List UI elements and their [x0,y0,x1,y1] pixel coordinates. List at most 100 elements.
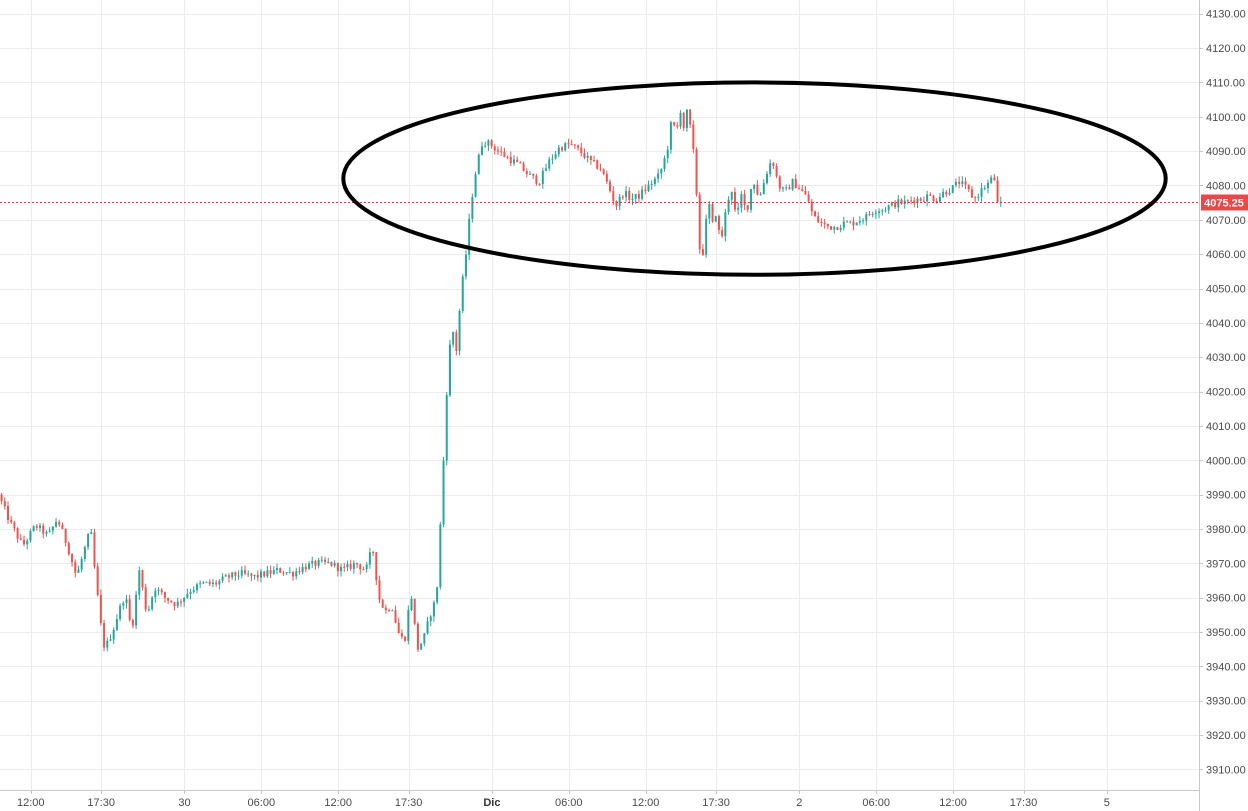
candle-body [266,570,269,577]
candle [577,144,580,151]
candle [215,580,218,587]
candle-body [823,223,826,225]
y-tick-label: 4020.00 [1206,387,1246,399]
candle-body [714,216,717,222]
candle-body [772,163,775,166]
candle-body [103,622,106,648]
candle [298,566,301,575]
candle-body [13,522,16,529]
candle [727,196,730,215]
candle-body [890,202,893,206]
candle [871,211,874,218]
candle-body [791,178,794,190]
candle [679,110,682,129]
candle-body [855,222,858,226]
candle-body [375,552,378,581]
candle-body [90,532,93,535]
candle [628,187,631,203]
y-tick-label: 4080.00 [1206,180,1246,192]
candle-body [756,184,759,195]
candle-body [868,214,871,216]
candle [906,199,909,205]
candle-body [202,582,205,584]
candle [605,170,608,184]
candle-body [980,188,983,197]
candle-body [589,155,592,161]
candle-body [637,194,640,199]
candle [996,176,999,203]
candle-body [131,619,134,626]
candle-body [564,143,567,151]
candle [173,601,176,611]
candle-body [634,194,637,199]
candle [106,637,109,652]
candle-body [484,145,487,147]
candle [301,563,304,575]
candle [317,557,320,569]
candle-body [192,590,195,592]
candle [362,566,365,571]
candle [243,565,246,576]
candle [324,556,327,565]
candle [282,570,285,576]
candle-body [340,566,343,572]
candle [826,223,829,230]
candle-body [368,552,371,565]
candle [765,171,768,185]
candle [429,615,432,627]
y-tick-label: 4120.00 [1206,43,1246,55]
candle [881,208,884,216]
candle [205,581,208,584]
candle [365,562,368,573]
candle [87,533,90,550]
candle-body [487,140,490,146]
candle [420,643,423,650]
x-tick-label: 2 [796,797,802,809]
candle-body [106,640,109,648]
candle [227,572,230,583]
candle-body [404,636,407,641]
candle-body [80,558,83,570]
candle [849,220,852,224]
candle [436,586,439,605]
candle-body [798,188,801,190]
candle [791,178,794,191]
candle-body [260,571,263,578]
candle [762,179,765,195]
candle [247,570,250,577]
candle [311,556,314,568]
candle [807,191,810,202]
candle [730,191,733,205]
candle [810,198,813,217]
candle-body [775,165,778,177]
price-axis[interactable]: 3910.00 3920.00 3930.00 3940.00 3950.00 3960.… [1199,0,1246,811]
candle [865,211,868,226]
candle [7,501,10,524]
candle-body [74,562,77,573]
candle-body [362,569,365,571]
candle-body [644,189,647,191]
candle-body [429,616,432,622]
candle [660,168,663,179]
candle [913,197,916,208]
time-axis[interactable]: 12:00 17:30 30 06:00 12:00 17:30 Dic 06:00 12:00… [0,790,1199,809]
candle [119,603,122,622]
candlestick-series [0,108,1002,652]
candle [61,522,64,530]
candle [801,184,804,192]
candle [516,156,519,163]
candle [567,138,570,149]
x-tick-label: Dic [483,797,500,809]
candle-body [445,395,448,461]
candle-body [295,571,298,577]
candle [650,180,653,190]
y-tick-label: 3940.00 [1206,661,1246,673]
candle [634,193,637,205]
candle-body [493,146,496,151]
candle [509,151,512,167]
candle-body [96,566,99,595]
candle-body [352,563,355,569]
candle [689,108,692,128]
candle [945,190,948,198]
